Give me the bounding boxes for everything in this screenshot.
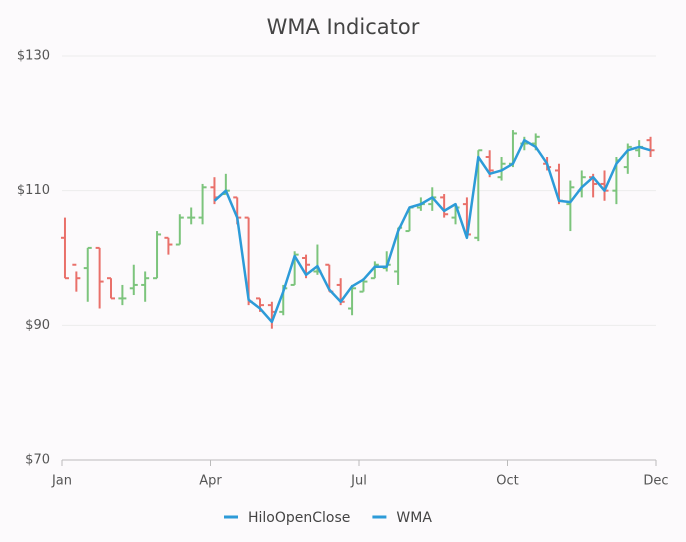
- y-tick-label: $130: [17, 49, 50, 64]
- legend-label: WMA: [396, 510, 432, 526]
- x-tick-label: Dec: [643, 474, 668, 489]
- y-tick-label: $90: [25, 318, 50, 333]
- x-tick-label: Apr: [199, 474, 222, 489]
- y-tick-label: $70: [25, 453, 50, 468]
- wma-line: [213, 138, 651, 324]
- x-tick-label: Oct: [496, 474, 518, 489]
- y-tick-label: $110: [17, 183, 50, 198]
- x-tick-label: Jan: [51, 474, 72, 489]
- chart-title: WMA Indicator: [267, 15, 420, 39]
- legend-label: HiloOpenClose: [248, 510, 350, 526]
- x-tick-label: Jul: [350, 474, 367, 489]
